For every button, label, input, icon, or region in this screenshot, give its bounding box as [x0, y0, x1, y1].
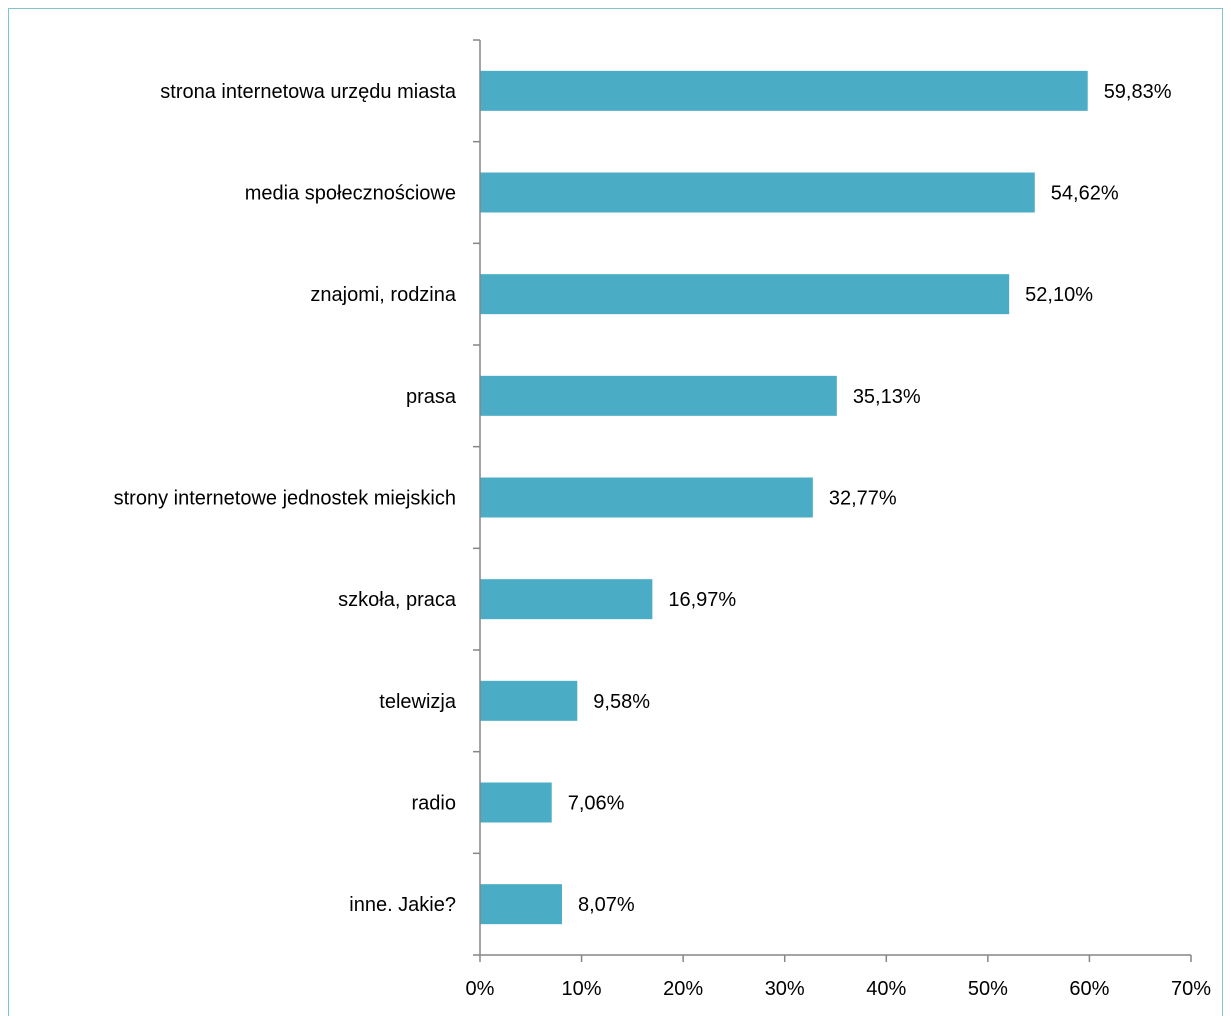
x-tick-label: 20%: [663, 978, 703, 1000]
category-label: media społecznościowe: [245, 183, 456, 205]
bar: [480, 579, 653, 620]
x-tick-label: 10%: [562, 978, 602, 1000]
bars-layer: [480, 70, 1088, 925]
bar: [480, 274, 1010, 315]
bar: [480, 477, 813, 518]
x-tick-label: 60%: [1069, 978, 1109, 1000]
x-tick-label: 40%: [866, 978, 906, 1000]
bar: [480, 70, 1088, 111]
axis-layer: [473, 39, 1192, 962]
category-label: telewizja: [379, 691, 457, 713]
bar: [480, 680, 578, 721]
data-label: 59,83%: [1104, 81, 1172, 103]
data-label: 16,97%: [668, 589, 736, 611]
bar: [480, 782, 552, 823]
category-label: prasa: [406, 386, 457, 408]
category-label: radio: [412, 793, 456, 815]
category-label: znajomi, rodzina: [310, 284, 457, 306]
data-label: 54,62%: [1051, 183, 1119, 205]
data-label: 7,06%: [568, 793, 625, 815]
bar: [480, 172, 1035, 213]
bar: [480, 375, 837, 416]
category-label: inne. Jakie?: [349, 894, 456, 916]
x-tick-label: 50%: [968, 978, 1008, 1000]
x-tick-label: 70%: [1171, 978, 1211, 1000]
bar: [480, 884, 562, 925]
category-label: szkoła, praca: [338, 589, 457, 611]
data-label: 52,10%: [1025, 284, 1093, 306]
data-label: 9,58%: [593, 691, 650, 713]
data-label: 32,77%: [829, 488, 897, 510]
category-label: strony internetowe jednostek miejskich: [114, 488, 456, 510]
data-label: 8,07%: [578, 894, 635, 916]
labels-layer: strona internetowa urzędu miasta 59,83% me…: [114, 81, 1212, 1000]
x-tick-label: 30%: [765, 978, 805, 1000]
data-label: 35,13%: [853, 386, 921, 408]
category-label: strona internetowa urzędu miasta: [160, 81, 457, 103]
x-tick-label: 0%: [466, 978, 495, 1000]
